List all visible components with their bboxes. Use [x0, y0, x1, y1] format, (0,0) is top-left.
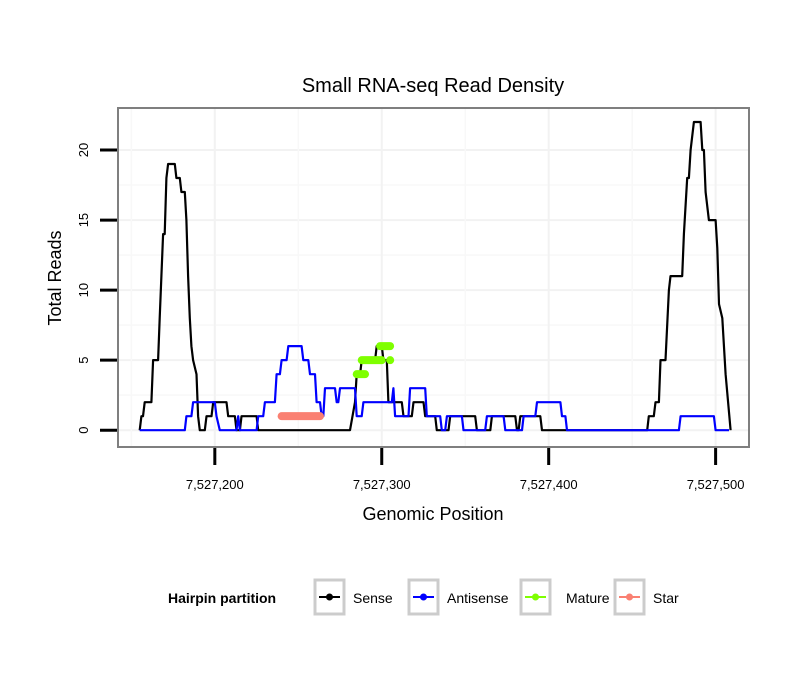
legend-item-antisense: Antisense [407, 578, 509, 616]
x-tick-label: 7,527,400 [520, 477, 578, 492]
x-tick-label: 7,527,300 [353, 477, 411, 492]
chart-title: Small RNA-seq Read Density [302, 75, 564, 97]
plot-panel [117, 107, 750, 448]
plot-marks [138, 120, 732, 432]
grid [119, 109, 748, 446]
legend-label-antisense: Antisense [447, 590, 509, 606]
x-axis-label: Genomic Position [362, 504, 503, 524]
legend: Hairpin partition Sense Antisense Mature St… [168, 578, 679, 616]
legend-point-antisense [420, 593, 427, 601]
y-tick-label: 10 [76, 283, 91, 297]
legend-item-mature: Mature [519, 578, 610, 616]
legend-label-star: Star [653, 590, 679, 606]
x-tick-label: 7,527,200 [186, 477, 244, 492]
axes: 0 5 10 15 20 7,527,200 7,527,300 7,527,400 7,527… [76, 143, 745, 492]
legend-label-sense: Sense [353, 590, 393, 606]
y-tick-label: 0 [76, 427, 91, 434]
legend-item-sense: Sense [313, 578, 393, 616]
legend-title: Hairpin partition [168, 590, 276, 606]
legend-point-mature [532, 593, 539, 601]
legend-point-sense [326, 593, 333, 601]
legend-point-star [626, 593, 633, 601]
y-tick-label: 5 [76, 357, 91, 364]
legend-label-mature: Mature [566, 590, 610, 606]
x-tick-label: 7,527,500 [687, 477, 745, 492]
y-tick-label: 20 [76, 143, 91, 157]
y-tick-label: 15 [76, 213, 91, 227]
y-axis-label: Total Reads [45, 230, 65, 325]
series-line-antisense [139, 345, 729, 432]
legend-item-star: Star [613, 578, 679, 616]
